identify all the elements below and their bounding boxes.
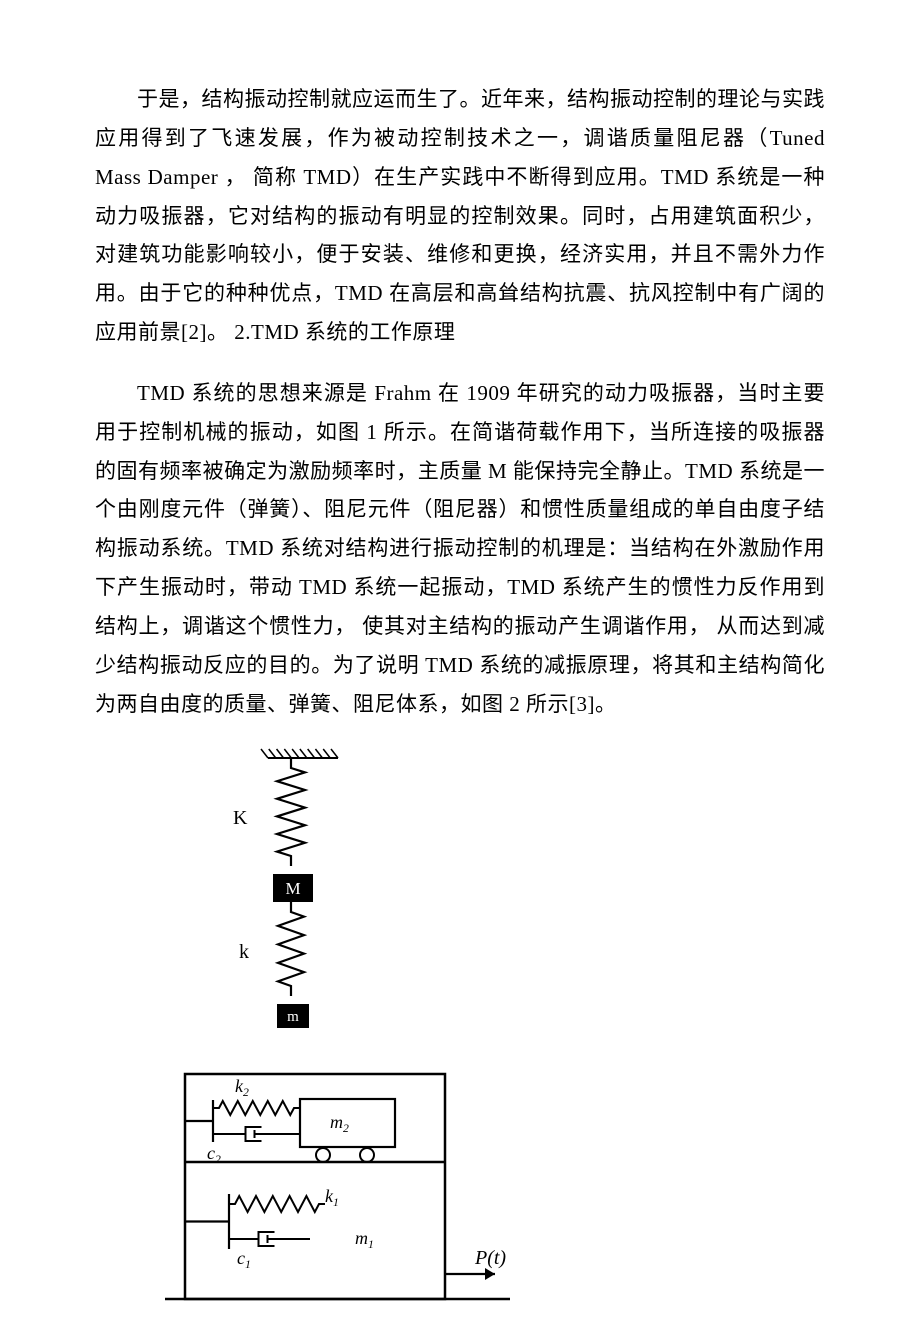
svg-text:c2: c2 (207, 1143, 221, 1166)
svg-text:m: m (287, 1009, 299, 1025)
svg-text:m2: m2 (330, 1112, 349, 1135)
figure-1: K Mk m (183, 746, 825, 1036)
paragraph-2: TMD 系统的思想来源是 Frahm 在 1909 年研究的动力吸振器，当时主要… (95, 374, 825, 724)
figure-2: m2 k2 c2 k1 c1 m1 P(t) (145, 1064, 825, 1324)
svg-text:P(t): P(t) (474, 1247, 506, 1269)
figures-container: K Mk m m2 k2 c2 k1 c1 m1 P(t) (145, 746, 825, 1324)
svg-text:m1: m1 (355, 1228, 374, 1251)
paragraph-1: 于是，结构振动控制就应运而生了。近年来，结构振动控制的理论与实践应用得到了飞速发… (95, 80, 825, 352)
svg-text:k1: k1 (325, 1186, 339, 1209)
figure-2-svg: m2 k2 c2 k1 c1 m1 P(t) (145, 1064, 525, 1324)
svg-text:k2: k2 (235, 1076, 249, 1099)
svg-text:M: M (285, 879, 300, 898)
figure-1-svg: K Mk m (183, 746, 383, 1036)
svg-text:k: k (239, 941, 249, 963)
svg-text:K: K (233, 807, 248, 829)
svg-text:c1: c1 (237, 1248, 251, 1271)
